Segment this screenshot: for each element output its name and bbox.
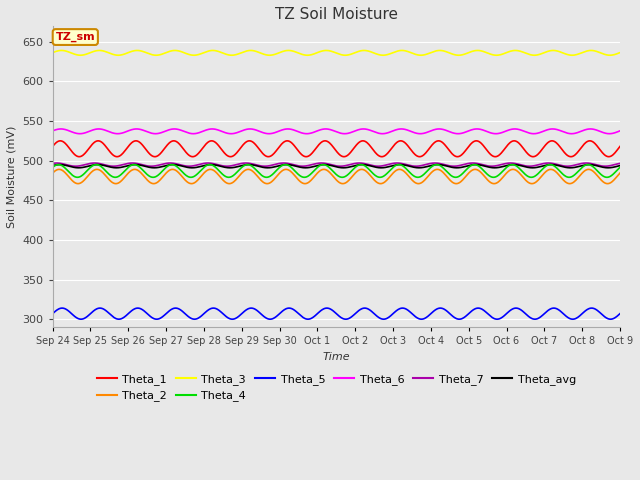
Theta_3 (152, 52, 160, 58)
Theta_3 (616, 50, 624, 56)
Theta_6 (492, 131, 500, 137)
Theta_2 (440, 170, 447, 176)
Theta_6 (107, 130, 115, 135)
Theta_4 (49, 165, 56, 170)
Theta_avg (49, 163, 56, 168)
Theta_4 (502, 165, 510, 170)
Theta_6 (502, 128, 510, 134)
Theta_2 (225, 181, 233, 187)
Theta_5 (502, 311, 510, 317)
Theta_avg (616, 163, 624, 168)
Theta_4 (280, 162, 287, 168)
Theta_2 (108, 179, 115, 184)
Theta_5 (209, 305, 217, 311)
X-axis label: Time: Time (323, 352, 350, 362)
Theta_3 (502, 50, 510, 56)
Theta_3 (107, 51, 115, 57)
Theta_5 (492, 316, 500, 322)
Theta_avg (93, 162, 101, 168)
Line: Theta_2: Theta_2 (52, 169, 620, 184)
Theta_5 (440, 306, 447, 312)
Theta_avg (300, 165, 307, 170)
Theta_1 (502, 144, 510, 149)
Text: TZ_sm: TZ_sm (56, 32, 95, 42)
Theta_6 (49, 128, 56, 134)
Theta_3 (49, 50, 56, 56)
Theta_1 (492, 154, 500, 159)
Theta_6 (300, 131, 307, 136)
Theta_2 (616, 170, 624, 176)
Theta_3 (492, 52, 500, 58)
Theta_7 (440, 161, 447, 167)
Theta_4 (492, 174, 500, 180)
Theta_1 (300, 153, 307, 159)
Theta_1 (280, 140, 287, 145)
Legend: Theta_1, Theta_2, Theta_3, Theta_4, Theta_5, Theta_6, Theta_7, Theta_avg: Theta_1, Theta_2, Theta_3, Theta_4, Thet… (92, 370, 580, 406)
Title: TZ Soil Moisture: TZ Soil Moisture (275, 7, 398, 22)
Theta_2 (300, 180, 307, 186)
Theta_7 (300, 163, 307, 169)
Theta_5 (280, 308, 287, 313)
Theta_4 (168, 162, 176, 168)
Line: Theta_7: Theta_7 (52, 163, 620, 166)
Theta_5 (49, 311, 56, 316)
Theta_4 (107, 173, 115, 179)
Theta_7 (280, 160, 287, 166)
Theta_6 (209, 126, 216, 132)
Line: Theta_6: Theta_6 (52, 129, 620, 134)
Theta_avg (150, 165, 158, 171)
Theta_1 (151, 154, 159, 159)
Theta_2 (49, 170, 56, 176)
Theta_4 (616, 165, 624, 170)
Theta_7 (109, 163, 117, 169)
Line: Theta_4: Theta_4 (52, 165, 620, 177)
Theta_avg (440, 162, 447, 168)
Theta_1 (108, 150, 115, 156)
Theta_4 (300, 174, 307, 180)
Theta_6 (440, 127, 447, 132)
Theta_1 (440, 140, 447, 146)
Theta_7 (492, 163, 500, 168)
Theta_2 (502, 170, 510, 176)
Theta_3 (280, 48, 287, 54)
Theta_4 (225, 174, 232, 180)
Theta_6 (280, 127, 287, 132)
Theta_1 (616, 144, 624, 149)
Theta_7 (502, 160, 510, 166)
Theta_2 (280, 167, 287, 173)
Theta_7 (166, 160, 174, 166)
Line: Theta_3: Theta_3 (52, 50, 620, 55)
Line: Theta_1: Theta_1 (52, 141, 620, 156)
Theta_3 (440, 48, 447, 54)
Theta_4 (440, 165, 447, 171)
Line: Theta_5: Theta_5 (52, 308, 620, 319)
Theta_avg (492, 165, 500, 170)
Theta_5 (300, 315, 307, 321)
Theta_7 (49, 160, 56, 166)
Theta_7 (107, 163, 115, 169)
Theta_6 (616, 128, 624, 134)
Theta_3 (300, 52, 307, 58)
Theta_1 (94, 138, 102, 144)
Theta_avg (108, 164, 115, 170)
Theta_2 (93, 167, 100, 172)
Theta_7 (616, 160, 624, 166)
Theta_avg (502, 163, 510, 168)
Theta_3 (209, 48, 217, 53)
Theta_avg (280, 162, 287, 168)
Line: Theta_avg: Theta_avg (52, 165, 620, 168)
Theta_5 (77, 316, 85, 322)
Theta_2 (492, 180, 500, 186)
Theta_5 (616, 311, 624, 316)
Theta_1 (49, 144, 56, 149)
Theta_5 (108, 312, 115, 318)
Y-axis label: Soil Moisture (mV): Soil Moisture (mV) (7, 125, 17, 228)
Theta_6 (152, 131, 159, 137)
